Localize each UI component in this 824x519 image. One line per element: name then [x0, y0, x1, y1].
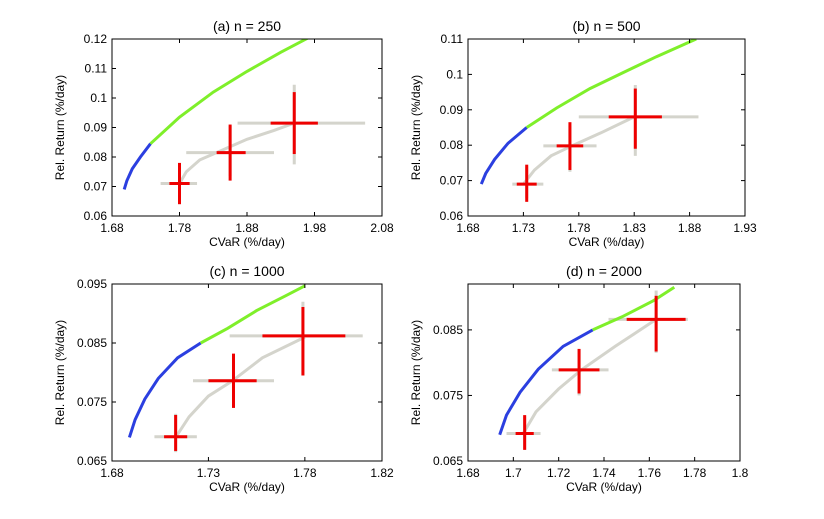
x-tick-label: 1.78	[293, 466, 317, 480]
sample-frontier-curve	[522, 115, 635, 186]
y-tick-label: 0.065	[77, 454, 107, 468]
frontier-blue-segment	[122, 142, 152, 190]
y-tick-label: 0.06	[84, 209, 108, 223]
x-axis-label: CVaR (%/day)	[566, 480, 642, 494]
y-tick-label: 0.075	[77, 395, 107, 409]
frontier-blue-segment	[498, 328, 594, 436]
panel-c: (c) n = 1000 1.68 1.73 1.78 1.82 0.065 0.075 0.…	[53, 263, 394, 494]
y-tick-label: 0.09	[84, 121, 108, 135]
x-tick-label: 1.8	[732, 466, 749, 480]
y-tick-label: 0.08	[440, 138, 464, 152]
y-tick-label: 0.11	[441, 32, 464, 46]
y-tick-label: 0.065	[433, 454, 463, 468]
x-tick-label: 1.93	[733, 221, 757, 235]
x-tick-label: 1.73	[197, 466, 221, 480]
frontier-green-segment	[592, 286, 676, 332]
chart-title: (b) n = 500	[572, 18, 640, 34]
y-tick-label: 0.07	[84, 180, 108, 194]
panel-b: (b) n = 500 1.68 1.73 1.78 1.83 1.88 1.93 0.06 0…	[409, 18, 757, 249]
x-tick-label: 1.68	[100, 466, 124, 480]
x-tick-label: 1.68	[456, 466, 480, 480]
axes-frame	[111, 283, 383, 462]
x-tick-label: 1.68	[456, 221, 480, 235]
sample-frontier-curve	[521, 318, 657, 436]
y-tick-label: 0.11	[85, 62, 108, 76]
axes-frame	[467, 38, 746, 217]
frontier-green-segment	[199, 284, 306, 345]
frontier-green-segment	[149, 39, 309, 145]
x-tick-label: 1.83	[623, 221, 647, 235]
sample-frontier-curve	[174, 335, 306, 439]
plot-area	[498, 286, 688, 450]
chart-title: (a) n = 250	[213, 18, 281, 34]
x-axis-label: CVaR (%/day)	[209, 235, 285, 249]
y-tick-label: 0.095	[77, 277, 107, 291]
x-axis-label: CVaR (%/day)	[569, 235, 645, 249]
axes-frame	[111, 38, 383, 217]
frontier-blue-segment	[479, 126, 528, 185]
y-tick-label: 0.07	[440, 174, 464, 188]
chart-title: (d) n = 2000	[566, 263, 642, 279]
y-tick-label: 0.1	[90, 91, 107, 105]
y-tick-label: 0.12	[84, 32, 108, 46]
y-tick-label: 0.085	[433, 323, 463, 337]
y-tick-label: 0.06	[440, 209, 464, 223]
x-tick-label: 1.82	[370, 466, 394, 480]
x-tick-label: 1.98	[303, 221, 327, 235]
y-axis-label: Rel. Return (%/day)	[53, 320, 67, 425]
x-tick-label: 1.74	[592, 466, 616, 480]
chart-title: (c) n = 1000	[209, 263, 284, 279]
y-tick-label: 0.085	[77, 336, 107, 350]
y-axis-label: Rel. Return (%/day)	[409, 320, 423, 425]
y-tick-label: 0.075	[433, 388, 463, 402]
x-tick-label: 1.76	[638, 466, 662, 480]
x-tick-label: 1.72	[547, 466, 571, 480]
x-tick-label: 1.88	[678, 221, 702, 235]
y-axis-label: Rel. Return (%/day)	[53, 75, 67, 180]
y-axis-label: Rel. Return (%/day)	[409, 75, 423, 180]
frontier-blue-segment	[127, 341, 202, 438]
x-axis-label: CVaR (%/day)	[209, 480, 285, 494]
panel-d: (d) n = 2000 1.68 1.7 1.72 1.74 1.76 1.78 1.8 0.…	[409, 263, 749, 494]
y-tick-label: 0.09	[440, 103, 464, 117]
y-tick-label: 0.08	[84, 150, 108, 164]
x-tick-label: 1.78	[567, 221, 591, 235]
x-tick-label: 1.68	[100, 221, 124, 235]
x-tick-label: 1.78	[168, 221, 192, 235]
plot-area	[127, 284, 363, 453]
plot-area	[122, 39, 366, 205]
panel-a: (a) n = 250 1.68 1.78 1.88 1.98 2.08 0.06 0.07 0…	[53, 18, 394, 249]
frontier-green-segment	[525, 39, 697, 129]
x-tick-label: 2.08	[370, 221, 394, 235]
x-tick-label: 1.73	[512, 221, 536, 235]
plot-area	[479, 39, 699, 202]
x-tick-label: 1.78	[683, 466, 707, 480]
y-tick-label: 0.1	[446, 67, 463, 81]
x-tick-label: 1.7	[505, 466, 522, 480]
x-tick-label: 1.88	[235, 221, 259, 235]
